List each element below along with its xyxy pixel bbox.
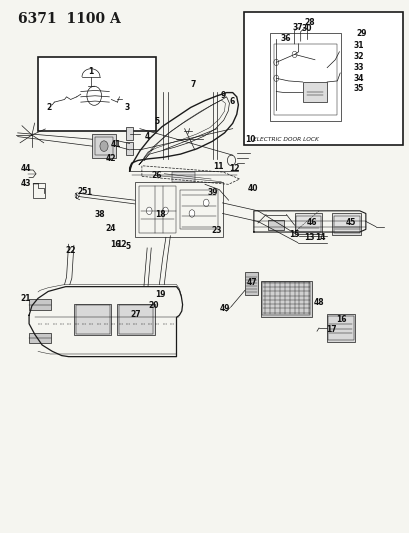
Text: 21: 21 bbox=[20, 294, 31, 303]
Text: 37: 37 bbox=[292, 23, 302, 33]
Text: 25: 25 bbox=[77, 187, 88, 196]
Circle shape bbox=[100, 141, 108, 151]
Bar bbox=[139, 187, 175, 233]
Text: 16: 16 bbox=[110, 240, 120, 249]
Text: 22: 22 bbox=[65, 246, 76, 255]
Bar bbox=[294, 214, 321, 233]
Text: 47: 47 bbox=[246, 278, 256, 287]
Bar bbox=[117, 304, 155, 335]
Text: 5: 5 bbox=[154, 117, 159, 126]
Text: 12: 12 bbox=[116, 240, 126, 249]
Text: 40: 40 bbox=[247, 184, 258, 193]
Text: 20: 20 bbox=[148, 301, 159, 310]
Text: 34: 34 bbox=[353, 74, 363, 83]
Text: 29: 29 bbox=[356, 29, 366, 38]
Bar bbox=[75, 305, 110, 334]
Text: 11: 11 bbox=[213, 163, 223, 171]
Text: 32: 32 bbox=[353, 52, 363, 61]
Text: 14: 14 bbox=[315, 233, 325, 242]
Text: 43: 43 bbox=[20, 179, 31, 188]
Bar bbox=[172, 172, 194, 182]
Text: 19: 19 bbox=[155, 290, 165, 299]
Circle shape bbox=[189, 210, 194, 217]
Bar bbox=[267, 220, 284, 230]
Text: 31: 31 bbox=[353, 41, 363, 50]
Text: 5: 5 bbox=[125, 243, 130, 252]
Text: 23: 23 bbox=[211, 226, 221, 235]
Bar bbox=[244, 272, 257, 295]
Text: 1: 1 bbox=[86, 188, 91, 197]
Bar bbox=[126, 142, 133, 155]
Text: 9: 9 bbox=[220, 91, 225, 100]
Bar bbox=[331, 214, 360, 235]
Text: 24: 24 bbox=[105, 224, 115, 233]
Bar bbox=[243, 12, 402, 144]
Bar bbox=[135, 182, 222, 237]
Bar bbox=[38, 57, 156, 131]
Text: 49: 49 bbox=[219, 304, 229, 313]
Text: 13: 13 bbox=[303, 233, 314, 242]
Text: 17: 17 bbox=[325, 325, 336, 334]
Text: 3: 3 bbox=[125, 103, 130, 112]
Bar bbox=[261, 281, 311, 317]
Text: 6: 6 bbox=[229, 96, 234, 106]
Text: 44: 44 bbox=[20, 165, 31, 173]
Bar bbox=[33, 183, 45, 198]
Text: 2: 2 bbox=[47, 103, 52, 112]
Text: 46: 46 bbox=[306, 218, 317, 227]
Bar bbox=[179, 190, 218, 229]
Text: 12: 12 bbox=[229, 165, 239, 173]
Bar bbox=[92, 134, 115, 158]
Bar bbox=[29, 333, 52, 343]
Text: 48: 48 bbox=[313, 298, 324, 307]
Circle shape bbox=[146, 207, 152, 215]
Bar bbox=[74, 304, 111, 335]
Text: 7: 7 bbox=[190, 80, 195, 89]
Text: 10: 10 bbox=[245, 135, 255, 144]
Bar bbox=[270, 33, 341, 120]
Bar bbox=[119, 305, 153, 334]
Text: 39: 39 bbox=[207, 188, 218, 197]
Text: 33: 33 bbox=[353, 63, 363, 71]
Bar bbox=[274, 44, 337, 115]
Text: 41: 41 bbox=[111, 140, 121, 149]
Circle shape bbox=[203, 199, 209, 207]
Bar bbox=[95, 136, 113, 155]
Bar bbox=[262, 282, 310, 316]
Text: 28: 28 bbox=[303, 18, 314, 27]
Bar bbox=[328, 317, 353, 340]
Text: 36: 36 bbox=[280, 34, 290, 43]
Text: 35: 35 bbox=[353, 84, 363, 93]
Bar bbox=[126, 127, 133, 140]
Bar bbox=[333, 216, 359, 233]
Text: 6371  1100 A: 6371 1100 A bbox=[18, 12, 120, 26]
Text: ELECTRIC DOOR LOCK: ELECTRIC DOOR LOCK bbox=[252, 138, 318, 142]
Text: 45: 45 bbox=[345, 218, 355, 227]
Circle shape bbox=[162, 207, 168, 215]
Text: 4: 4 bbox=[144, 132, 149, 141]
Text: 1: 1 bbox=[88, 67, 93, 76]
Text: 16: 16 bbox=[336, 315, 346, 324]
Text: 42: 42 bbox=[105, 155, 115, 164]
Text: 26: 26 bbox=[151, 171, 162, 180]
Bar bbox=[295, 216, 320, 232]
Text: 38: 38 bbox=[94, 210, 105, 219]
Text: 30: 30 bbox=[301, 25, 311, 34]
Text: 27: 27 bbox=[130, 310, 141, 319]
Bar bbox=[326, 314, 354, 342]
Circle shape bbox=[75, 193, 79, 198]
Text: 15: 15 bbox=[289, 230, 299, 239]
Bar bbox=[302, 82, 326, 102]
Bar bbox=[29, 300, 52, 310]
Text: 18: 18 bbox=[155, 210, 165, 219]
